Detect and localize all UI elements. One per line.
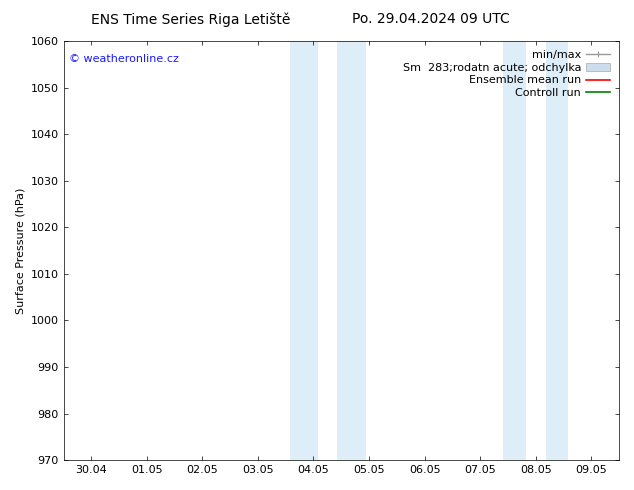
- Bar: [337, 41, 366, 460]
- Legend: min/max, Sm  283;rodatn acute; odchylka, Ensemble mean run, Controll run: min/max, Sm 283;rodatn acute; odchylka, …: [399, 47, 614, 101]
- Bar: [503, 41, 526, 460]
- Text: © weatheronline.cz: © weatheronline.cz: [69, 53, 179, 64]
- Bar: [546, 41, 568, 460]
- Bar: [290, 41, 318, 460]
- Text: Po. 29.04.2024 09 UTC: Po. 29.04.2024 09 UTC: [353, 12, 510, 26]
- Text: ENS Time Series Riga Letiště: ENS Time Series Riga Letiště: [91, 12, 290, 27]
- Y-axis label: Surface Pressure (hPa): Surface Pressure (hPa): [15, 187, 25, 314]
